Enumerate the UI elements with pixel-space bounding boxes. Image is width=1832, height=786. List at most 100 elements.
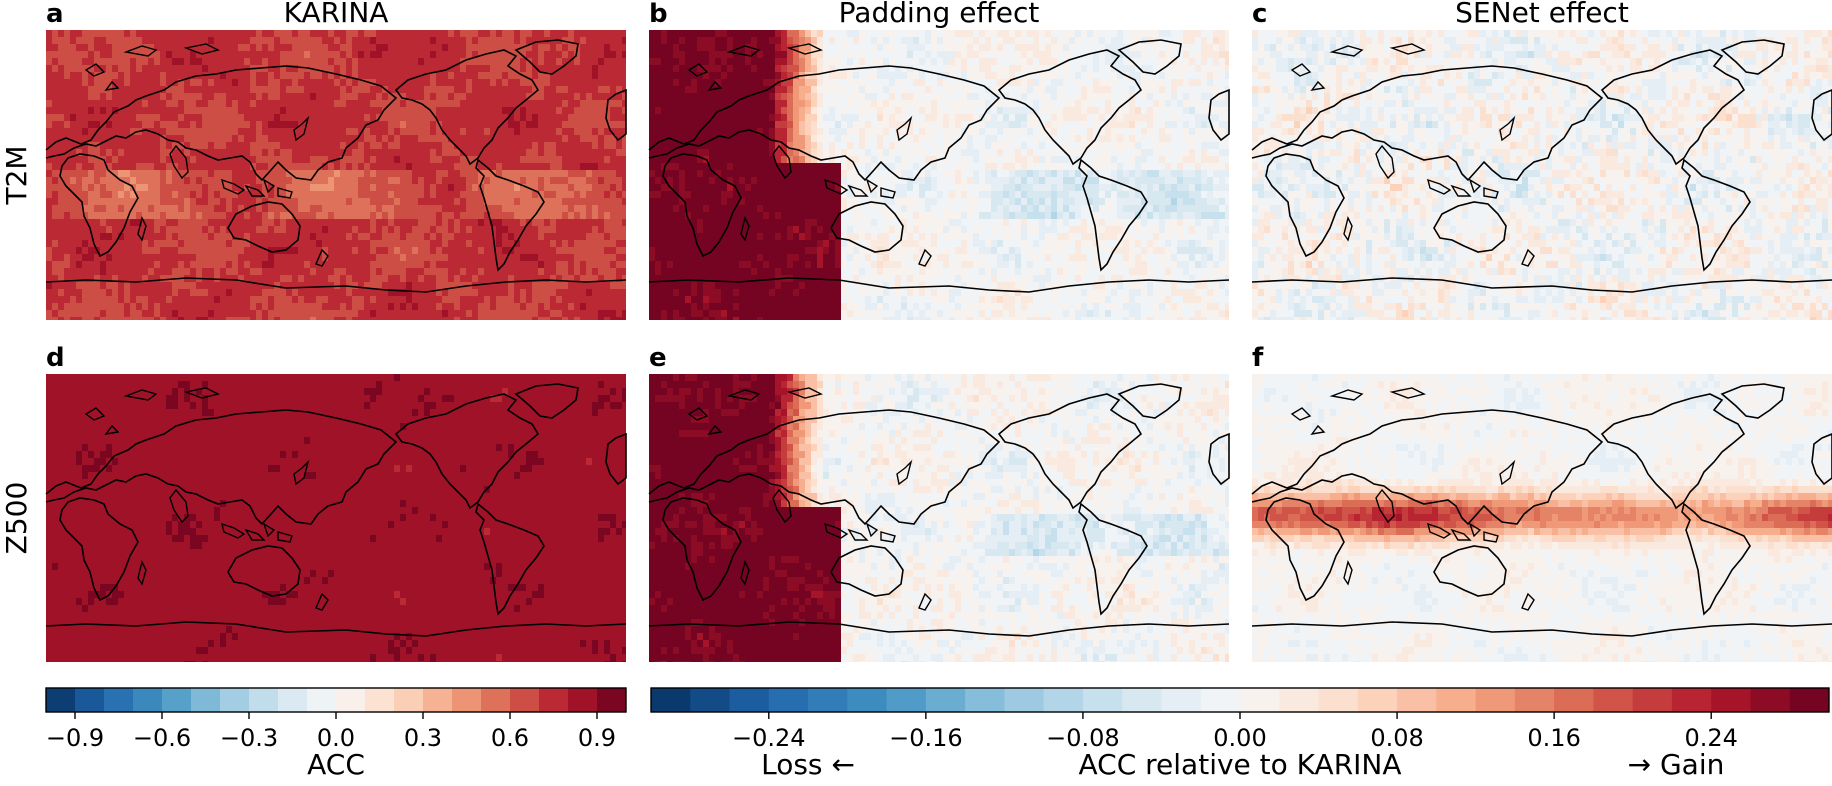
map-cell [322,51,329,59]
map-cell [382,261,389,269]
map-cell [64,163,71,171]
map-cell [58,156,65,164]
map-cell [124,240,131,248]
map-cell [268,247,275,255]
map-cell [532,93,539,101]
map-cell [310,37,317,45]
map-cell [562,156,569,164]
map-cell [256,198,263,206]
map-cell [454,254,461,262]
map-cell [94,37,101,45]
map-cell [82,121,89,129]
map-cell [106,184,113,192]
map-cell [106,296,113,304]
map-cell [226,219,233,227]
map-cell [514,128,521,136]
map-cell [340,198,347,206]
map-cell [871,93,878,101]
map-cell [52,205,59,213]
map-cell [82,149,89,157]
map-cell [340,156,347,164]
map-cell [250,142,257,150]
map-cell [394,261,401,269]
map-cell [877,86,884,94]
map-cell [556,198,563,206]
map-cell [1177,79,1184,87]
map-cell [340,128,347,136]
map-cell [220,149,227,157]
map-cell [52,128,59,136]
map-cell [580,317,587,320]
map-cell [979,58,986,66]
map-cell [715,79,722,87]
map-cell [118,58,125,66]
map-cell [1225,30,1229,38]
map-cell [556,128,563,136]
map-cell [550,191,557,199]
map-cell [202,86,209,94]
map-cell [220,282,227,290]
map-cell [1195,51,1202,59]
map-cell [436,198,443,206]
map-cell [1117,51,1124,59]
map-cell [484,254,491,262]
map-cell [358,184,365,192]
map-cell [82,58,89,66]
map-cell [130,275,137,283]
map-cell [346,121,353,129]
map-cell [208,72,215,80]
map-cell [286,219,293,227]
map-cell [340,303,347,311]
map-cell [604,149,611,157]
map-cell [424,100,431,108]
map-cell [160,107,167,115]
map-cell [991,86,998,94]
map-cell [925,86,932,94]
map-cell [148,107,155,115]
map-cell [76,30,83,38]
map-cell [841,51,848,59]
map-cell [226,275,233,283]
map-cell [829,44,836,52]
map-cell [1207,30,1214,38]
map-cell [358,219,365,227]
map-cell [64,226,71,234]
map-cell [1147,30,1154,38]
map-cell [436,177,443,185]
map-cell [574,233,581,241]
map-cell [592,212,599,220]
map-cell [100,51,107,59]
map-cell [973,79,980,87]
map-cell [574,317,581,320]
map-cell [889,37,896,45]
map-cell [280,135,287,143]
map-cell [64,317,71,320]
map-cell [472,254,479,262]
map-cell [1153,58,1160,66]
map-cell [70,303,77,311]
map-cell [622,184,626,192]
map-cell [142,86,149,94]
map-cell [154,289,161,297]
map-cell [442,177,449,185]
row-label-z500: Z500 [0,482,33,555]
map-cell [913,30,920,38]
map-cell [1027,51,1034,59]
map-cell [280,93,287,101]
map-cell [208,93,215,101]
map-cell [178,142,185,150]
map-cell [58,121,65,129]
map-cell [334,219,341,227]
map-cell [370,86,377,94]
map-cell [883,86,890,94]
map-cell [484,240,491,248]
map-cell [58,65,65,73]
map-cell [52,30,59,38]
map-cell [196,44,203,52]
map-cell [358,247,365,255]
map-cell [208,121,215,129]
map-cell [112,254,119,262]
map-cell [616,142,623,150]
map-cell [412,219,419,227]
